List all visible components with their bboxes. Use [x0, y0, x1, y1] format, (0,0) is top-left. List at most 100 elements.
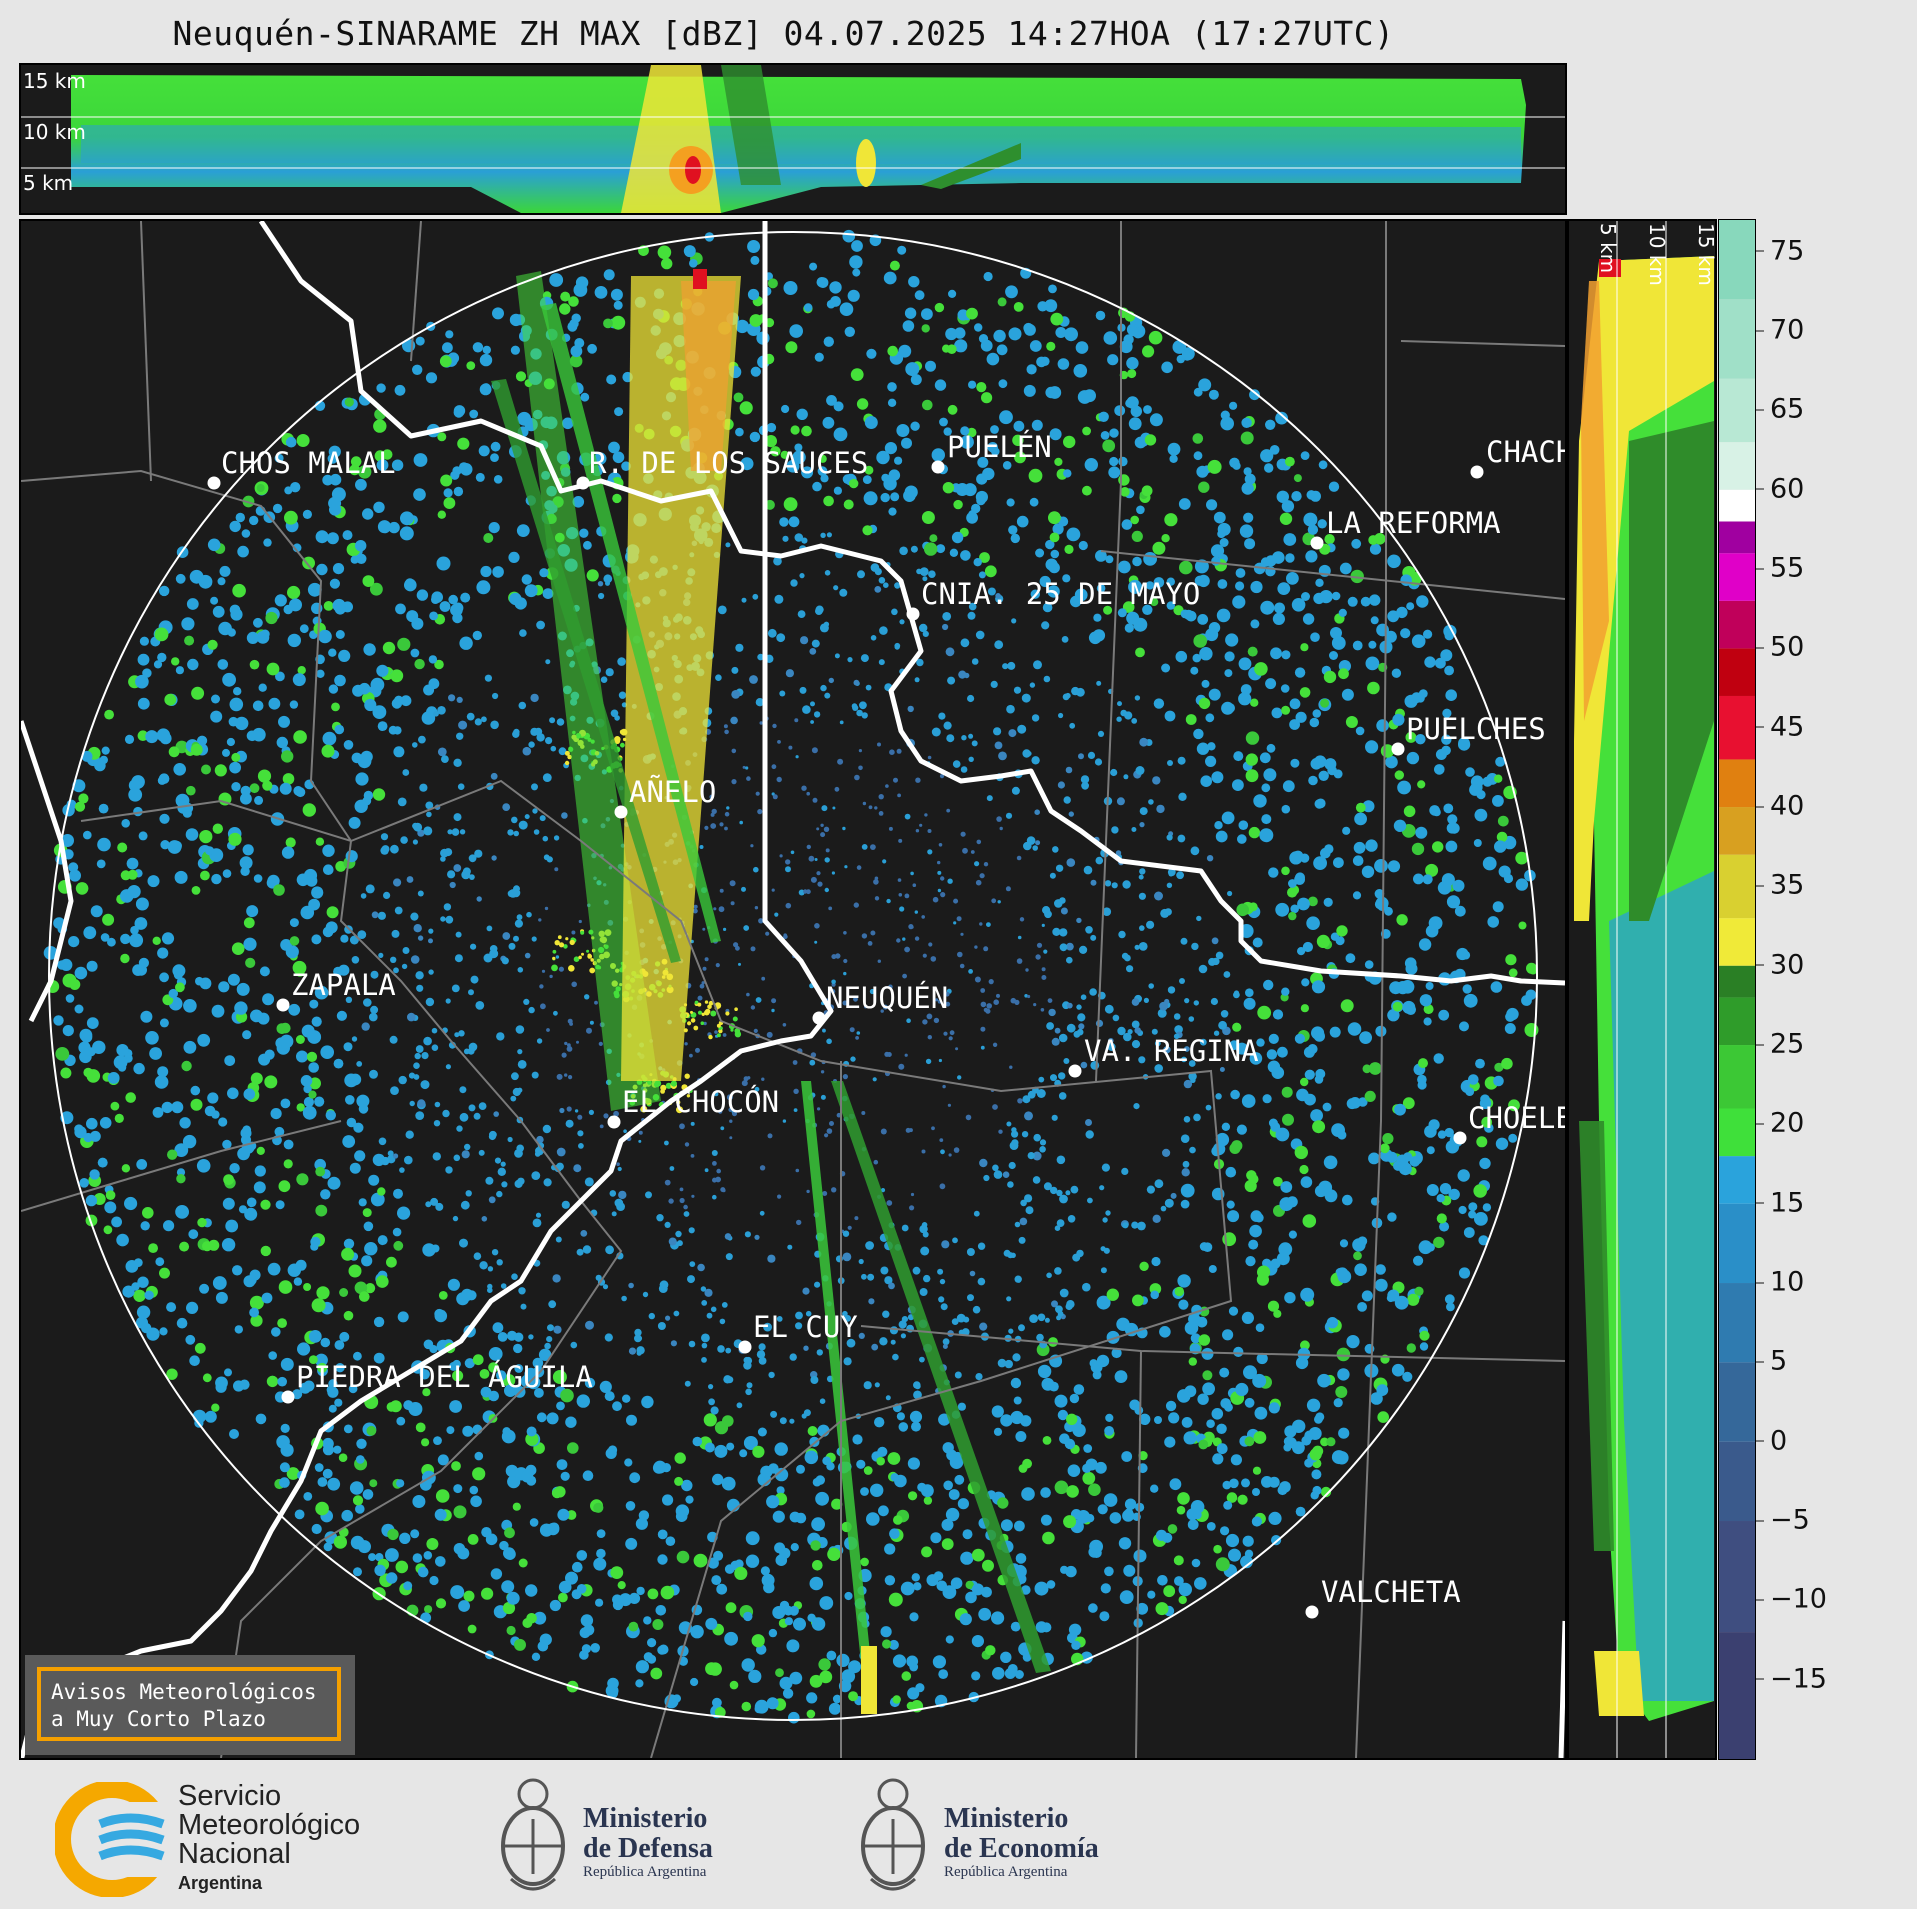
- city-label-la-reforma: LA REFORMA: [1326, 506, 1501, 540]
- city-label-zapala: ZAPALA: [291, 968, 396, 1002]
- top-cross-section-graphic: [21, 65, 1565, 213]
- city-dot-el-cuy: [738, 1340, 752, 1354]
- smn-country: Argentina: [178, 1873, 263, 1893]
- map-title: Neuquén-SINARAME ZH MAX [dBZ] 04.07.2025…: [172, 14, 1395, 53]
- colorbar-tick-label: 55: [1756, 553, 1804, 584]
- rivers: [21, 221, 1565, 1758]
- colorbar-segment: [1719, 965, 1755, 998]
- colorbar-segment: [1719, 1521, 1755, 1633]
- dbz-colorbar-ticks: 75 70 65 60 55 50 45 40 35 30 25 20 15 10 5 0 −5 −10 −15: [1756, 219, 1906, 1760]
- colorbar-segment: [1719, 759, 1755, 808]
- smn-logo-text: Servicio Meteorológico Nacional Argentin…: [178, 1782, 360, 1898]
- colorbar-tick-label: −5: [1756, 1505, 1810, 1536]
- colorbar-segment: [1719, 695, 1755, 760]
- colorbar-segment: [1719, 553, 1755, 601]
- colorbar-segment: [1719, 1283, 1755, 1363]
- city-dot-valcheta: [1305, 1605, 1319, 1619]
- echo-streak-south-2: [831, 1081, 1051, 1673]
- colorbar-tick-label: 35: [1756, 870, 1804, 901]
- city-dot-rincon-de-los-sauces: [576, 476, 590, 490]
- colorbar-tick-label: 10: [1756, 1267, 1804, 1298]
- colorbar-tick-label: 0: [1756, 1425, 1787, 1456]
- colorbar-segment: [1719, 1441, 1755, 1522]
- colorbar-segment: [1719, 1362, 1755, 1442]
- colorbar-segment: [1719, 1045, 1755, 1109]
- economia-sub: República Argentina: [944, 1864, 1068, 1880]
- economia-line-1: Ministerio: [944, 1803, 1069, 1834]
- notice-line-1: Avisos Meteorológicos: [51, 1680, 317, 1704]
- city-dot-puelches: [1391, 742, 1405, 756]
- colorbar-segment: [1719, 378, 1755, 443]
- city-dot-neuquen: [812, 1011, 826, 1025]
- city-label-rincon-de-los-sauces: R. DE LOS SAUCES: [589, 446, 869, 480]
- colorbar-segment: [1719, 1108, 1755, 1157]
- colorbar-segment: [1719, 918, 1755, 966]
- city-dot-choele-choel: [1453, 1131, 1467, 1145]
- colorbar-tick-label: 5: [1756, 1346, 1787, 1377]
- side-height-label-15: 15 km: [1694, 223, 1717, 286]
- footer-logos: Servicio Meteorológico Nacional Argentin…: [0, 1762, 1917, 1909]
- city-label-anelo: AÑELO: [629, 775, 717, 809]
- city-label-choele-choel: CHOELE: [1468, 1101, 1567, 1135]
- colorbar-tick-label: 60: [1756, 473, 1804, 504]
- colorbar-segment: [1719, 600, 1755, 649]
- smn-line-3: Nacional: [178, 1838, 291, 1870]
- side-height-label-5: 5 km: [1596, 223, 1620, 274]
- side-height-label-10: 10 km: [1645, 223, 1669, 286]
- city-dot-el-chocon: [607, 1115, 621, 1129]
- city-dot-anelo: [614, 805, 628, 819]
- side-cross-section-panel: 5 km 10 km 15 km: [1567, 219, 1717, 1760]
- dbz-colorbar: [1718, 219, 1756, 1760]
- colorbar-segment: [1719, 489, 1755, 522]
- defensa-line-2: de Defensa: [583, 1833, 713, 1864]
- top-cross-section-panel: 15 km 10 km 5 km: [19, 63, 1567, 215]
- smn-logo-icon: [55, 1782, 170, 1897]
- argentina-coat-of-arms-icon: [501, 1778, 565, 1891]
- side-cross-section-graphic: [1574, 221, 1714, 1758]
- notice-line-2: a Muy Corto Plazo: [51, 1707, 266, 1731]
- city-label-neuquen: NEUQUÉN: [826, 981, 949, 1015]
- colorbar-segment: [1719, 807, 1755, 855]
- colorbar-segment: [1719, 442, 1755, 490]
- city-dot-zapala: [276, 998, 290, 1012]
- defensa-sub: República Argentina: [583, 1864, 707, 1880]
- city-label-el-cuy: EL CUY: [753, 1310, 858, 1344]
- economia-logo-text: Ministerio de Economía República Argenti…: [944, 1804, 1099, 1881]
- city-label-villa-regina: VA. REGINA: [1084, 1034, 1259, 1068]
- top-height-label-5: 5 km: [23, 171, 74, 195]
- colorbar-segment: [1719, 854, 1755, 919]
- colorbar-tick-label: −15: [1756, 1663, 1827, 1694]
- top-height-label-10: 10 km: [23, 120, 86, 144]
- colorbar-segment: [1719, 1203, 1755, 1284]
- colorbar-tick-label: 45: [1756, 711, 1804, 742]
- colorbar-segment: [1719, 1156, 1755, 1204]
- city-label-valcheta: VALCHETA: [1321, 1575, 1461, 1609]
- smn-line-2: Meteorológico: [178, 1809, 361, 1841]
- defensa-line-1: Ministerio: [583, 1803, 708, 1834]
- colorbar-segment: [1719, 997, 1755, 1046]
- city-dot-colonia-25-de-mayo: [906, 607, 920, 621]
- city-dot-puelen: [931, 460, 945, 474]
- short-term-warnings-notice: Avisos Meteorológicos a Muy Corto Plazo: [25, 1655, 355, 1755]
- colorbar-tick-label: 70: [1756, 315, 1804, 346]
- colorbar-tick-label: 20: [1756, 1108, 1804, 1139]
- city-label-puelen: PUELÉN: [947, 430, 1052, 464]
- city-dot-villa-regina: [1068, 1064, 1082, 1078]
- city-label-piedra-del-aguila: PIEDRA DEL ÁGUILA: [296, 1360, 593, 1394]
- colorbar-segment: [1719, 220, 1755, 300]
- radar-map-panel: CHOS MALAL R. DE LOS SAUCES PUELÉN CHACH…: [19, 219, 1567, 1760]
- argentina-coat-of-arms-icon-2: [861, 1778, 925, 1891]
- city-dot-la-reforma: [1310, 536, 1324, 550]
- colorbar-tick-label: 40: [1756, 791, 1804, 822]
- colorbar-tick-label: 25: [1756, 1029, 1804, 1060]
- echo-streak-south-1: [801, 1081, 876, 1711]
- notice-frame: Avisos Meteorológicos a Muy Corto Plazo: [37, 1667, 341, 1741]
- colorbar-segment: [1719, 648, 1755, 696]
- colorbar-tick-label: −10: [1756, 1584, 1827, 1615]
- colorbar-tick-label: 15: [1756, 1187, 1804, 1218]
- colorbar-tick-label: 75: [1756, 235, 1804, 266]
- colorbar-tick-label: 50: [1756, 632, 1804, 663]
- smn-line-1: Servicio: [178, 1780, 282, 1812]
- city-dot-piedra-del-aguila: [281, 1390, 295, 1404]
- city-dot-chacharramendi: [1470, 465, 1484, 479]
